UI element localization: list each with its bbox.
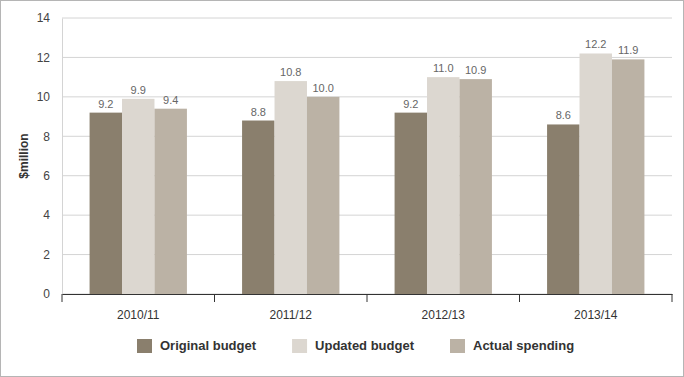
data-label: 12.2 (585, 38, 606, 50)
data-label: 10.0 (312, 82, 333, 94)
data-label: 9.2 (98, 98, 113, 110)
data-label: 8.8 (251, 106, 266, 118)
data-label: 8.6 (556, 109, 571, 121)
y-tick: 8 (43, 130, 62, 144)
y-axis: 0 2 4 6 8 10 12 14 (37, 11, 63, 301)
bar (275, 81, 307, 294)
y-tick-label: 4 (43, 208, 50, 222)
x-tick: 2010/11 (117, 294, 160, 322)
x-tick-label: 2012/13 (422, 308, 466, 322)
legend-item: Original budget (137, 338, 257, 353)
bar (427, 77, 459, 294)
legend-item: Updated budget (292, 338, 415, 353)
legend-swatch (292, 339, 307, 353)
legend-item: Actual spending (450, 338, 574, 353)
legend-label: Updated budget (315, 338, 415, 353)
chart: 0 2 4 6 8 10 12 14 $million 9.2 8.8 9.2 8.6 9.9 10.8 11… (0, 0, 684, 377)
x-tick-label: 2010/11 (117, 308, 160, 322)
grid (62, 18, 672, 294)
data-labels: 9.2 8.8 9.2 8.6 9.9 10.8 11.0 12.2 9.4 10.0 10.9 11… (98, 38, 638, 121)
frame (1, 1, 684, 377)
legend-swatch (137, 339, 152, 353)
data-label: 9.4 (163, 94, 178, 106)
x-tick-label: 2013/14 (574, 308, 618, 322)
data-label: 11.9 (618, 44, 639, 56)
y-tick-label: 6 (43, 169, 50, 183)
y-tick-label: 14 (37, 11, 51, 25)
legend-label: Actual spending (473, 338, 574, 353)
category-separator (672, 294, 673, 302)
x-tick: 2012/13 (422, 294, 466, 322)
data-label: 10.9 (465, 64, 486, 76)
x-tick: 2011/12 (270, 294, 313, 322)
category-separator (214, 294, 215, 302)
y-tick-label: 2 (43, 248, 50, 262)
bar (90, 113, 122, 294)
bar (612, 59, 644, 294)
bar (580, 53, 612, 294)
legend-swatch (450, 339, 465, 353)
data-label: 9.2 (403, 98, 418, 110)
category-separator (367, 294, 368, 302)
bar (547, 124, 579, 294)
bar (154, 109, 186, 294)
x-axis: 2010/11 2011/12 2012/13 2013/14 (62, 294, 673, 322)
bar (122, 99, 154, 294)
y-tick-label: 10 (37, 90, 51, 104)
legend-label: Original budget (160, 338, 257, 353)
y-tick-label: 12 (37, 51, 51, 65)
data-label: 9.9 (131, 84, 146, 96)
legend: Original budget Updated budget Actual spen… (137, 338, 574, 353)
y-tick-label: 0 (43, 287, 50, 301)
y-tick: 4 (43, 208, 62, 222)
y-tick: 2 (43, 248, 62, 262)
bars (90, 53, 645, 294)
y-tick: 14 (37, 11, 62, 25)
category-separator (62, 294, 63, 302)
x-tick: 2013/14 (574, 294, 618, 322)
bar (242, 121, 274, 294)
y-tick: 0 (43, 287, 62, 301)
y-tick: 6 (43, 169, 62, 183)
y-axis-title: $million (17, 133, 31, 178)
data-label: 11.0 (433, 62, 454, 74)
x-tick-label: 2011/12 (270, 308, 313, 322)
category-separator (519, 294, 520, 302)
y-tick-label: 8 (43, 130, 50, 144)
y-axis-line (62, 19, 63, 295)
y-tick: 12 (37, 51, 62, 65)
data-label: 10.8 (280, 66, 301, 78)
bar (459, 79, 491, 294)
grid-line (62, 18, 672, 19)
y-tick: 10 (37, 90, 62, 104)
bar (307, 97, 339, 294)
bar (395, 113, 427, 294)
